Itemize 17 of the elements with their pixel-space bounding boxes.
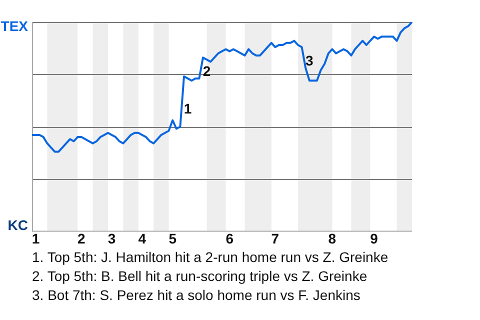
text: TEX xyxy=(0,18,29,34)
x-tick-label: 7 xyxy=(271,230,280,246)
x-tick-label: 5 xyxy=(168,230,177,246)
x-tick-label: 1 xyxy=(32,230,40,246)
text: KC xyxy=(8,217,28,234)
x-tick-label: 8 xyxy=(328,230,336,246)
text: 2. Top 5th: B. Bell hit a run-scoring triple vs Z. Greinke xyxy=(32,267,368,286)
x-tick-label: 6 xyxy=(226,230,234,246)
x-tick-label: 2 xyxy=(78,230,86,246)
x-tick-label: 3 xyxy=(108,230,116,246)
text: 3. Bot 7th: S. Perez hit a solo home run vs F. Jenkins xyxy=(32,286,362,305)
annotation: 3 xyxy=(306,52,314,69)
text: 1. Top 5th: J. Hamilton hit a 2-run home run vs Z. Greinke xyxy=(32,248,390,267)
x-tick-label: 4 xyxy=(138,230,146,246)
annotation: 1 xyxy=(184,100,192,117)
annotation: 2 xyxy=(202,63,211,80)
x-tick-label: 9 xyxy=(370,230,378,246)
